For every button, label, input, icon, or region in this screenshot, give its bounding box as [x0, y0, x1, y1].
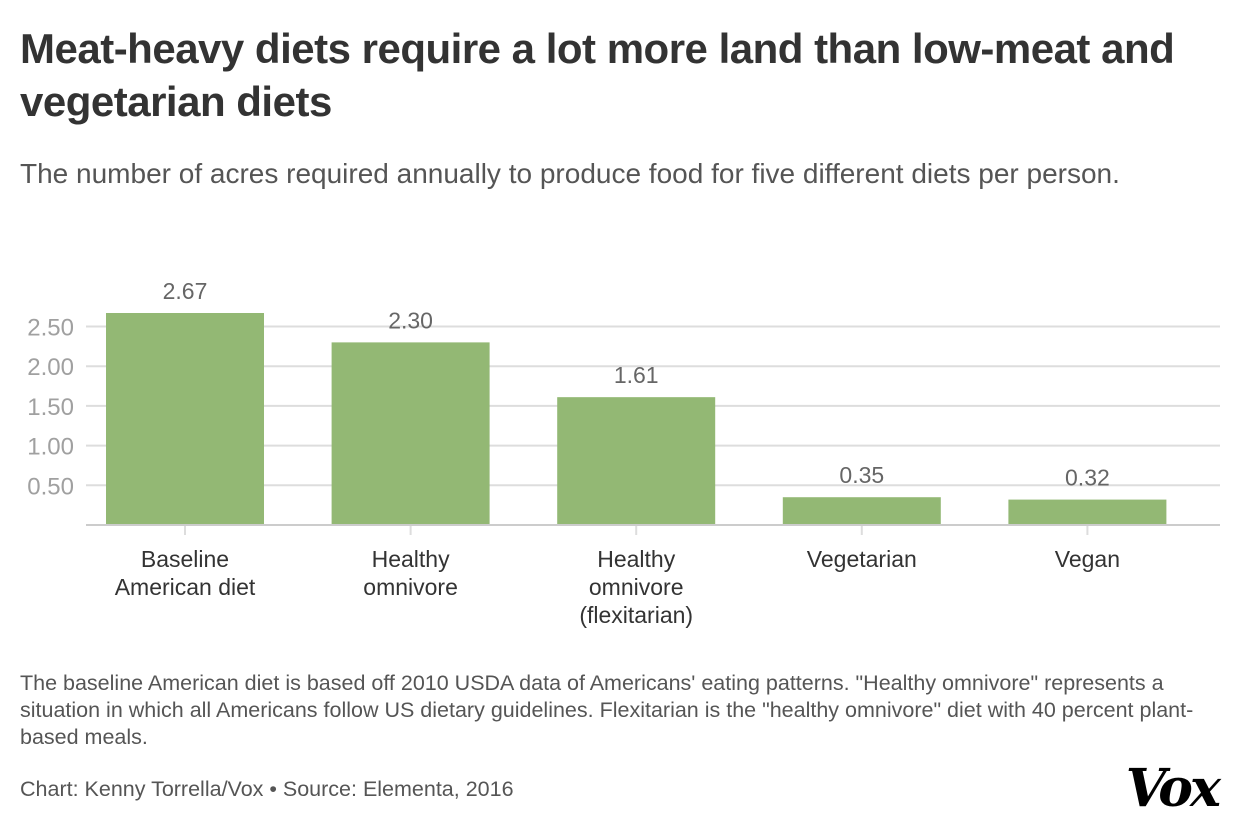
value-label: 2.67 [163, 278, 208, 304]
bar [557, 397, 716, 525]
y-tick-label: 0.50 [27, 473, 74, 500]
value-label: 2.30 [388, 307, 433, 333]
x-tick-label: omnivore [589, 574, 684, 600]
x-tick-label: Vegan [1055, 546, 1120, 572]
bar [331, 342, 490, 525]
bar [1008, 499, 1167, 525]
y-tick-label: 2.50 [27, 315, 74, 342]
bar [782, 497, 941, 525]
bar-chart: 0.50 1.00 1.50 2.00 2.50 2.67 BaselineAmerican… [27, 278, 1220, 628]
x-tick-label: Vegetarian [807, 546, 917, 572]
chart-title: Meat-heavy diets require a lot more land… [20, 25, 1175, 125]
value-label: 1.61 [614, 362, 659, 388]
value-label: 0.32 [1065, 465, 1110, 491]
x-tick-label: Baseline [141, 546, 229, 572]
bar [106, 313, 264, 525]
y-tick-label: 1.00 [27, 434, 74, 461]
chart-note: The baseline American diet is based off … [20, 671, 1194, 749]
chart-credit: Chart: Kenny Torrella/Vox • Source: Elem… [20, 777, 514, 801]
y-tick-label: 1.50 [27, 394, 74, 421]
x-tick-label: omnivore [363, 574, 458, 600]
x-tick-label: Healthy [597, 546, 675, 572]
vox-logo: Vox [1125, 758, 1221, 819]
value-label: 0.35 [839, 462, 884, 488]
x-tick-label: (flexitarian) [579, 602, 693, 628]
x-tick-label: Healthy [372, 546, 450, 572]
x-tick-label: American diet [115, 574, 256, 600]
y-tick-label: 2.00 [27, 354, 74, 381]
chart-subtitle: The number of acres required annually to… [20, 158, 1120, 189]
